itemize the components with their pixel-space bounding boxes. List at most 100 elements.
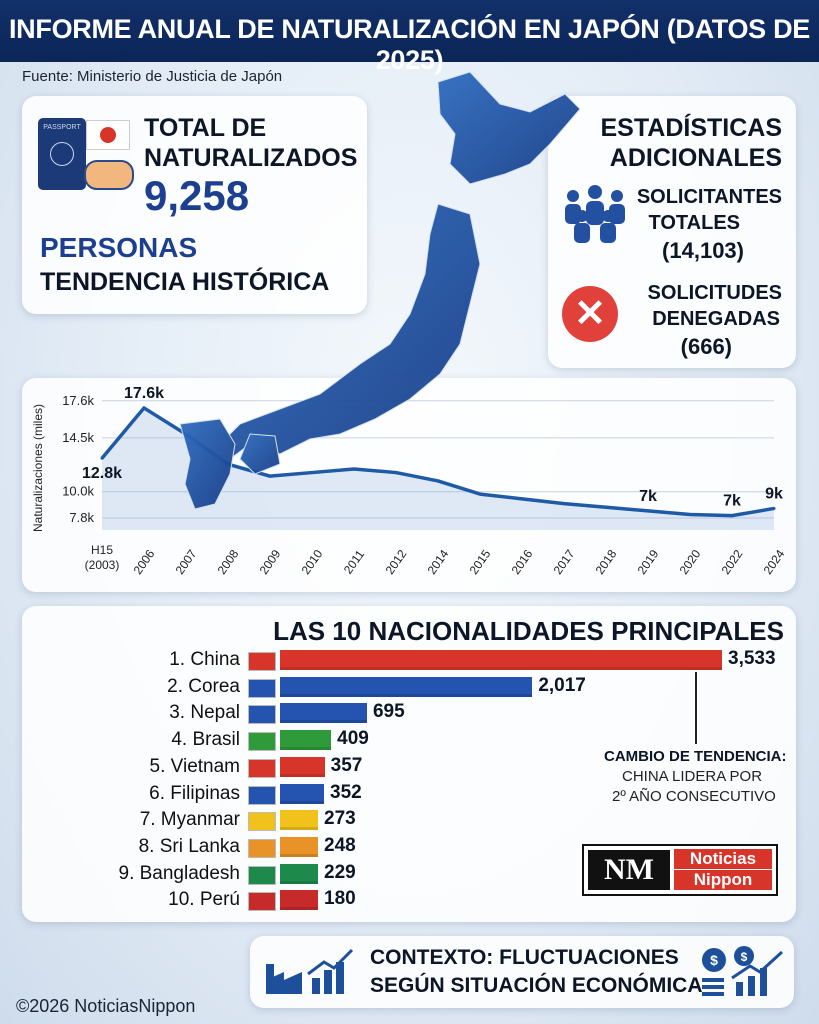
logo-top: Noticias (674, 849, 772, 869)
bar-category-label: 7. Myanmar (139, 809, 240, 831)
callout-l2: 2º AÑO CONSECUTIVO (612, 788, 776, 805)
trend-point (604, 505, 608, 509)
trend-point (562, 502, 566, 506)
bar-category-label: 4. Brasil (171, 729, 240, 751)
bar-value-label: 352 (330, 781, 362, 803)
bar-value-label: 695 (372, 701, 405, 723)
bar-value-label: 229 (324, 861, 356, 883)
total-unit: PERSONAS (40, 232, 198, 263)
trend-point (394, 471, 398, 475)
nationality-bar (280, 783, 325, 804)
x-tick-label: 2020 (677, 547, 704, 577)
x-tick-label: 2019 (635, 547, 662, 577)
trend-point (478, 492, 482, 496)
y-tick-label: 10.0k (62, 484, 94, 499)
x-tick-label: 2024 (761, 547, 788, 577)
nationality-bar (280, 836, 318, 857)
trend-point (352, 467, 356, 471)
bar-value-label: 409 (337, 728, 369, 750)
country-flag-icon (248, 678, 276, 698)
x-tick-label: 2014 (425, 547, 452, 577)
copyright-footer: ©2026 NoticiasNippon (16, 996, 196, 1016)
y-axis-label: Naturalizaciones (miles) (31, 404, 45, 532)
context-line2: SEGÚN SITUACIÓN ECONÓMICA (370, 974, 703, 997)
japan-flag-icon (86, 120, 130, 150)
nationality-bar (280, 676, 533, 697)
x-tick-label: 2015 (467, 547, 494, 577)
bar-value-label: 2,017 (538, 674, 586, 696)
x-tick-label: 2010 (299, 547, 326, 577)
x-tick-label: 2016 (509, 547, 536, 577)
svg-text:$: $ (710, 952, 718, 968)
trend-point (520, 497, 524, 501)
bar-value-label: 180 (324, 888, 356, 910)
nationality-bar (280, 863, 318, 884)
x-tick-label: 2018 (593, 547, 620, 577)
trend-area (102, 407, 774, 530)
bar-category-label: 10. Perú (168, 889, 240, 911)
y-tick-label: 7.8k (69, 510, 94, 525)
context-banner: CONTEXTO: FLUCTUACIONES SEGÚN SITUACIÓN … (250, 936, 794, 1008)
money-growth-icon: $ $ (702, 946, 784, 996)
nationality-bar (280, 890, 318, 911)
x-tick-label: 2006 (131, 547, 158, 577)
trend-point (772, 506, 776, 510)
denied-x-icon: ✕ (562, 286, 618, 342)
people-group-icon (565, 185, 625, 243)
denied-value: (666) (680, 334, 732, 359)
page-title: INFORME ANUAL DE NATURALIZACIÓN EN JAPÓN… (8, 14, 810, 75)
x-tick-label: 2011 (341, 547, 367, 576)
stats-card: ESTADÍSTICAS ADICIONALES SOLICITANTES TO… (548, 96, 796, 368)
x-tick-label: 2012 (383, 547, 410, 577)
total-line1: TOTAL DE (144, 114, 267, 142)
nationalities-card: LAS 10 NACIONALIDADES PRINCIPALES 1. Chi… (22, 606, 796, 922)
factory-chart-icon (266, 948, 354, 994)
country-flag-icon (248, 705, 276, 725)
bar-value-label: 273 (324, 808, 356, 830)
y-tick-label: 17.6k (62, 393, 94, 408)
country-flag-icon (248, 812, 276, 832)
bar-value-label: 248 (324, 834, 356, 856)
x-tick-label: 2022 (719, 547, 746, 577)
bar-category-label: 8. Sri Lanka (138, 835, 240, 857)
nationality-bar (280, 650, 722, 670)
country-flag-icon (248, 732, 276, 752)
trend-point (436, 479, 440, 483)
logo-bottom: Nippon (674, 870, 772, 890)
bar-category-label: 2. Corea (167, 675, 240, 697)
bar-value-label: 3,533 (728, 648, 776, 669)
nationality-bar (280, 756, 325, 777)
trend-title: TENDENCIA HISTÓRICA (40, 268, 330, 296)
nationality-bar (280, 730, 332, 751)
callout-line (695, 672, 697, 744)
callout-title: CAMBIO DE TENDENCIA: (604, 748, 787, 765)
source-note: Fuente: Ministerio de Justicia de Japón (22, 68, 283, 85)
trend-line-chart: Naturalizaciones (miles) 7.8k 10.0k 14.5k 17… (31, 385, 788, 577)
nationality-bar (280, 703, 367, 724)
country-flag-icon (248, 865, 276, 885)
country-flag-icon (248, 785, 276, 805)
applicants-l1: SOLICITANTES (636, 186, 782, 208)
country-flag-icon (248, 758, 276, 778)
logo-mark: NM (588, 850, 670, 890)
x-tick-label: 2017 (551, 547, 578, 577)
total-line2: NATURALIZADOS (144, 144, 358, 172)
bar-category-label: 6. Filipinas (149, 782, 240, 804)
country-flag-icon (248, 838, 276, 858)
x-tick-label: H15 (2003) (85, 543, 120, 572)
bar-category-label: 9. Bangladesh (118, 862, 241, 884)
trend-point (688, 512, 692, 516)
applicants-l2: TOTALES (648, 212, 740, 234)
total-card: PASSPORT TOTAL DE NATURALIZADOS 9,258 PE… (22, 96, 367, 314)
data-label: 9k (765, 485, 783, 502)
callout-l1: CHINA LIDERA POR (622, 768, 763, 785)
data-label: 7k (639, 488, 657, 505)
applicants-value: (14,103) (662, 238, 744, 263)
data-label: 12.8k (82, 465, 122, 482)
trend-chart-card: Naturalizaciones (miles) 7.8k 10.0k 14.5k 17… (22, 378, 796, 592)
title-bar: INFORME ANUAL DE NATURALIZACIÓN EN JAPÓN… (0, 0, 819, 75)
japan-map-illustration (179, 71, 581, 510)
passport-icon: PASSPORT (38, 118, 86, 190)
trend-point (310, 471, 314, 475)
stats-title1: ESTADÍSTICAS (600, 114, 783, 142)
